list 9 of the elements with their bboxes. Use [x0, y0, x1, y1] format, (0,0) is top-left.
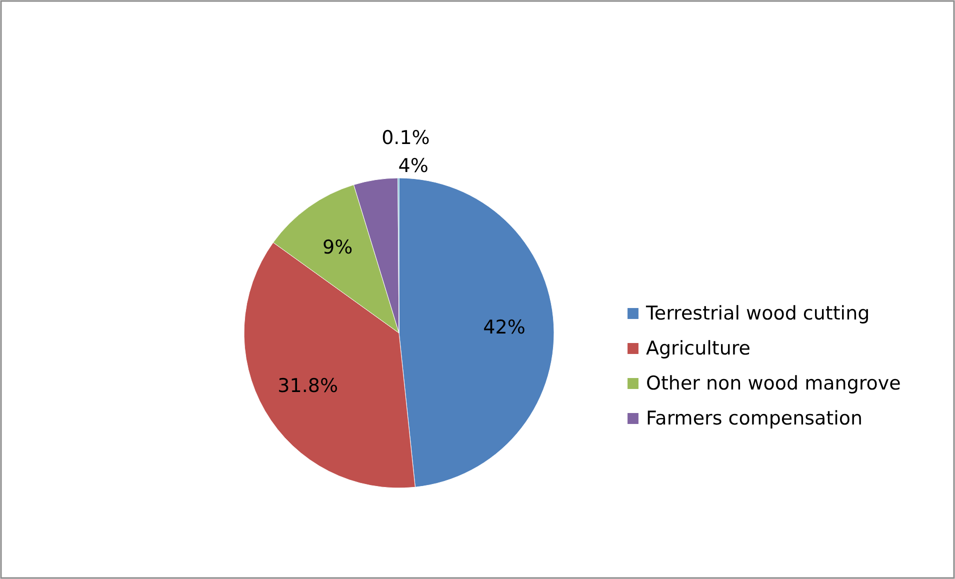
data-label: 4% — [398, 154, 428, 177]
legend-label: Other non wood mangrove — [646, 372, 901, 394]
data-label: 0.1% — [382, 127, 430, 149]
data-label: 42% — [483, 316, 526, 338]
legend-label: Terrestrial wood cutting — [645, 302, 870, 324]
data-label: 9% — [322, 236, 353, 258]
data-label: 31.8% — [278, 374, 338, 397]
legend-label: Agriculture — [646, 338, 750, 360]
legend-label: Farmers compensation — [646, 408, 863, 430]
